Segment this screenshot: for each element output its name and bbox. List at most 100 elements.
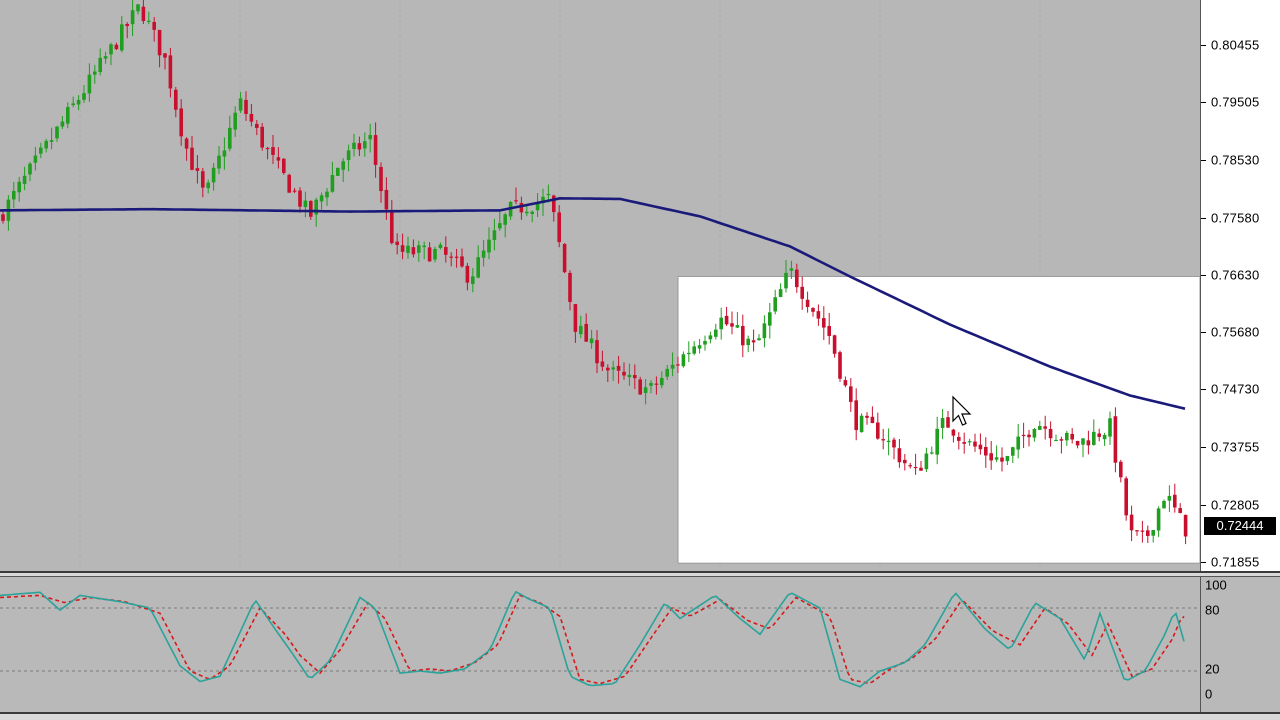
bull-candle [233,112,237,130]
bear-candle [201,171,205,188]
bull-candle [589,338,594,344]
bear-candle [1059,439,1064,441]
bull-candle [670,364,675,369]
bull-candle [352,142,356,149]
bear-candle [184,138,189,149]
bull-candle [773,297,777,312]
bull-candle [22,175,27,184]
bull-candle [541,196,545,204]
bull-candle [708,335,713,340]
bull-candle [93,71,97,75]
oscillator-tick-label: 80 [1205,602,1220,618]
bear-candle [849,386,853,402]
bull-candle [217,155,221,169]
bull-candle [789,268,794,271]
bear-candle [373,135,378,165]
bull-candle [1054,439,1058,442]
bull-candle [55,126,59,139]
bear-candle [973,441,977,447]
bull-candle [406,245,410,253]
bear-candle [870,416,875,424]
bear-candle [163,53,167,58]
bear-candle [449,256,453,258]
bull-candle [438,244,443,249]
bear-candle [1113,416,1118,463]
bear-candle [843,380,848,386]
oscillator-axis: 100 80 20 0 [1200,577,1280,712]
bear-candle [152,21,156,30]
price-tick-label: 0.71855 [1211,554,1260,570]
bear-candle [174,89,178,110]
bear-candle [357,143,362,150]
bull-candle [368,135,372,140]
bear-candle [822,318,826,328]
bull-candle [535,202,540,211]
bull-candle [687,352,691,355]
oscillator-tick-label: 100 [1205,577,1227,593]
price-chart-pane[interactable] [0,0,1200,571]
bear-candle [730,323,734,327]
bull-candle [940,418,945,428]
bull-candle [147,20,151,22]
bull-candle [109,44,113,55]
price-tick-label: 0.76630 [1211,267,1260,283]
bear-candle [584,323,588,342]
bear-candle [865,415,869,418]
price-tick-label: 0.79505 [1211,94,1260,110]
price-tick-mark [1201,504,1206,506]
price-tick-mark [1201,217,1206,219]
bear-candle [816,311,821,319]
bear-candle [741,325,745,346]
bear-candle [1086,440,1091,446]
oscillator-main-line [0,590,1185,688]
bull-candle [1032,428,1037,438]
bull-candle [649,383,653,386]
bull-candle [886,440,891,443]
oscillator-pane[interactable] [0,577,1200,712]
bull-candle [71,103,75,106]
bear-candle [897,448,902,463]
bear-candle [795,269,799,288]
bull-candle [1162,500,1166,509]
bull-candle [39,147,43,154]
bear-candle [573,304,578,332]
bull-candle [784,272,788,289]
bull-candle [28,163,32,175]
bear-candle [287,174,291,193]
bear-candle [454,256,459,258]
bear-candle [805,299,810,308]
bull-candle [206,182,210,189]
bull-candle [422,245,426,248]
price-tick-mark [1201,331,1206,333]
price-axis: 0.80455 0.79505 0.78530 0.77580 0.76630 0.756… [1200,0,1280,571]
bear-candle [1178,508,1182,513]
bull-candle [346,150,351,161]
bear-candle [984,446,988,456]
price-tick-mark [1201,101,1206,103]
price-chart[interactable] [0,0,1200,571]
bull-candle [546,193,551,196]
bull-candle [746,338,750,346]
bull-candle [525,211,529,214]
bear-candle [562,243,567,273]
bear-candle [811,308,815,312]
bull-candle [76,99,81,105]
bear-candle [622,371,626,376]
bear-candle [892,439,896,448]
bull-candle [1005,455,1010,462]
bull-candle [643,387,648,394]
pane-divider[interactable] [0,571,1280,577]
bear-candle [908,465,912,467]
oscillator-signal-line [0,594,1185,685]
bear-candle [957,436,961,441]
bull-candle [859,415,864,433]
bear-candle [168,55,173,89]
bear-candle [1183,514,1188,537]
bear-candle [309,200,313,217]
bull-candle [49,140,54,142]
bear-candle [606,367,610,371]
bottom-pane-border [0,712,1280,720]
stochastic-oscillator-chart[interactable] [0,577,1200,712]
bull-candle [735,325,740,328]
bull-candle [924,453,929,470]
